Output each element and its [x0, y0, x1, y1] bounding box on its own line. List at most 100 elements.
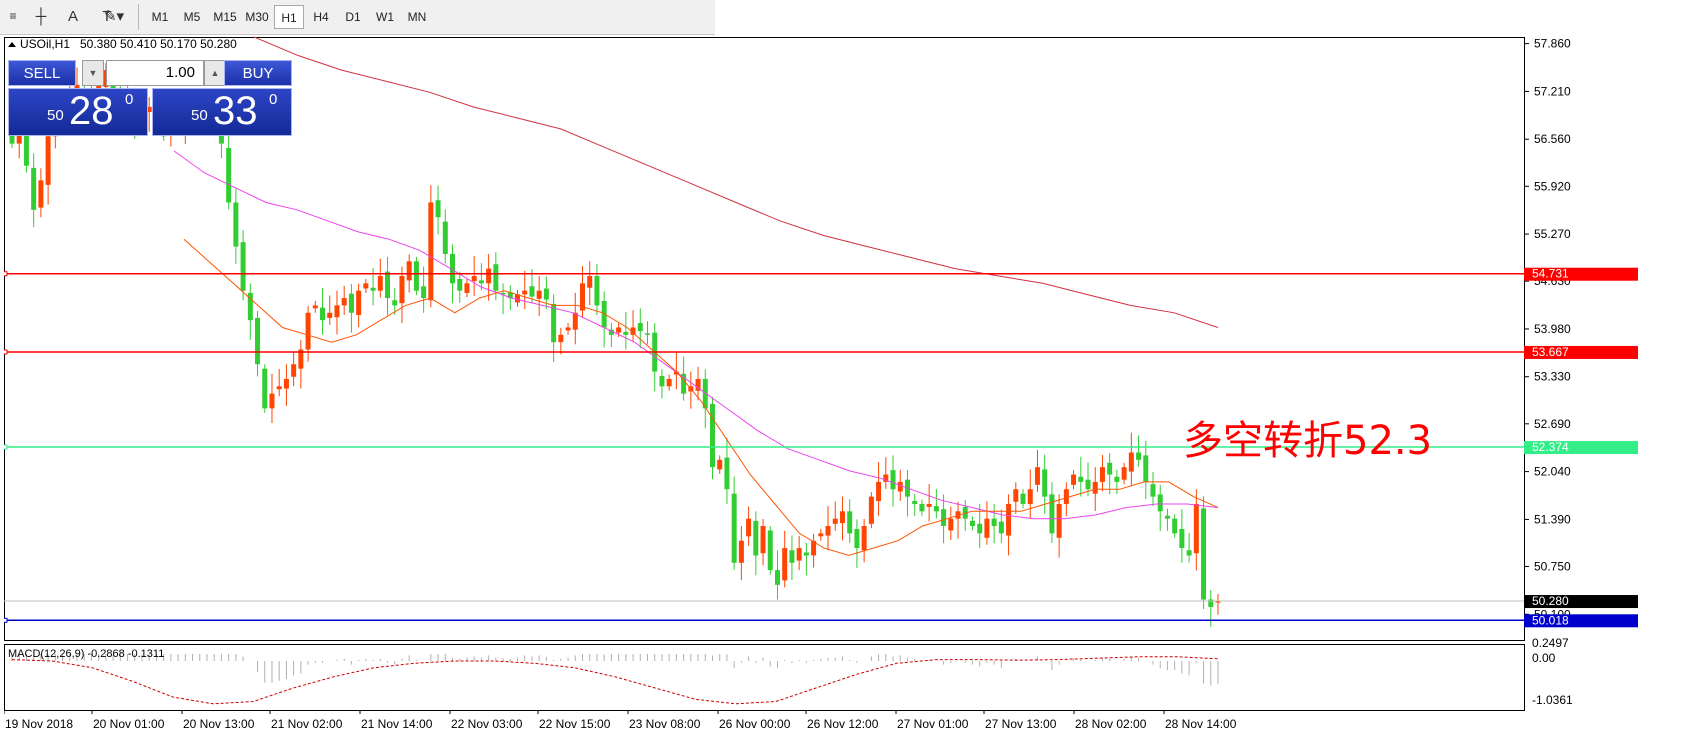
timeframe-button-m1[interactable]: M1: [151, 10, 169, 24]
macd-scale-label: 0.00: [1532, 651, 1556, 665]
timeframe-button-h4[interactable]: H4: [313, 10, 329, 24]
candle-body: [1186, 550, 1192, 556]
buy-price-button[interactable]: 50 33 0: [152, 88, 292, 136]
toolbar-grip-icon: ≡: [9, 9, 17, 23]
timeframe-button-m15[interactable]: M15: [213, 10, 237, 24]
price-tick-label: 50.750: [1534, 559, 1571, 573]
macd-scale-label: -1.0361: [1532, 693, 1573, 707]
candle-body: [796, 548, 802, 561]
price-level-tag-label: 53.667: [1532, 345, 1569, 359]
candle-body: [240, 242, 246, 291]
price-tick-label: 52.690: [1534, 417, 1571, 431]
candle-body: [500, 292, 506, 295]
timeframe-button-d1[interactable]: D1: [345, 10, 361, 24]
candle-body: [1063, 489, 1069, 504]
candle-body: [1164, 515, 1170, 519]
candle-body: [637, 323, 643, 332]
candle-body: [1208, 599, 1214, 607]
candle-body: [1150, 484, 1156, 497]
price-tick-label: 52.040: [1534, 465, 1571, 479]
candle-body: [543, 288, 549, 300]
volume-input[interactable]: 1.00: [106, 60, 204, 86]
candle-body: [1071, 474, 1077, 485]
time-tick-label: 27 Nov 13:00: [985, 717, 1057, 731]
chart-svg: 57.86057.21056.56055.92055.27054.63053.9…: [4, 36, 1638, 731]
buy-button[interactable]: BUY: [224, 60, 292, 86]
candle-body: [1027, 489, 1033, 504]
one-click-trade-panel: SELL ▼ 1.00 ▲ BUY 50 28 0 50 33 0: [8, 60, 292, 136]
candle-body: [551, 303, 557, 343]
candle-body: [464, 283, 470, 293]
candle-body: [450, 253, 456, 284]
time-tick-label: 19 Nov 2018: [5, 717, 73, 731]
price-level-handle: [4, 617, 8, 623]
candle-body: [305, 312, 311, 350]
chart-annotation: 多空转折52.3: [1183, 418, 1433, 464]
candle-body: [847, 511, 853, 534]
candle-body: [753, 520, 759, 556]
candle-body: [298, 349, 304, 369]
text-label-icon[interactable]: T: [102, 7, 112, 25]
candle-body: [1099, 467, 1105, 482]
timeframe-button-m5[interactable]: M5: [183, 10, 201, 24]
candle-body: [818, 533, 824, 537]
candle-body: [919, 503, 925, 512]
candle-body: [746, 518, 752, 537]
crosshair-icon[interactable]: ┼: [35, 7, 47, 25]
shapes-dropdown-icon[interactable]: ✎▾: [103, 8, 125, 25]
text-tool-icon[interactable]: A: [67, 7, 78, 25]
toolbar: ≡ ┼ A T ✎▾ M1 M5 M15 M30 H1 H4 D1 W1 MN: [0, 0, 715, 35]
candle-body: [515, 294, 521, 303]
candle-body: [782, 548, 788, 581]
price-tick-label: 53.980: [1534, 322, 1571, 336]
volume-increase-button[interactable]: ▲: [204, 60, 226, 86]
candle-body: [941, 509, 947, 527]
volume-decrease-button[interactable]: ▼: [82, 60, 104, 86]
timeframe-button-h1[interactable]: H1: [274, 5, 304, 29]
candle-body: [969, 520, 975, 527]
candle-body: [1107, 462, 1113, 475]
candle-body: [876, 481, 882, 502]
timeframe-button-mn[interactable]: MN: [407, 10, 427, 24]
candle-body: [478, 280, 484, 284]
sell-price-button[interactable]: 50 28 0: [8, 88, 148, 136]
candle-body: [644, 333, 650, 335]
candles: [9, 63, 1221, 627]
candle-body: [348, 293, 354, 313]
candle-body: [933, 506, 939, 512]
price-level-tag-label: 50.018: [1532, 613, 1569, 627]
candle-body: [399, 275, 405, 304]
candle-body: [1201, 508, 1207, 600]
price-tick-label: 53.330: [1534, 370, 1571, 384]
candle-body: [558, 334, 564, 343]
chart-ohlc: 50.380 50.410 50.170 50.280: [80, 37, 237, 51]
price-level-tag: [1524, 267, 1638, 281]
time-tick-label: 26 Nov 00:00: [719, 717, 791, 731]
sell-button[interactable]: SELL: [8, 60, 76, 86]
time-tick-label: 20 Nov 01:00: [93, 717, 165, 731]
candle-body: [572, 312, 578, 330]
candle-body: [334, 305, 340, 318]
macd-signal-line: [11, 656, 1219, 705]
timeframe-button-w1[interactable]: W1: [376, 10, 394, 24]
candle-body: [897, 481, 903, 492]
candle-body: [616, 327, 622, 333]
candle-body: [507, 292, 513, 299]
candle-body: [608, 329, 614, 335]
buy-price-small: 50: [191, 107, 208, 124]
price-tick-label: 57.210: [1534, 84, 1571, 98]
candle-body: [666, 378, 672, 387]
candle-body: [283, 378, 289, 389]
candle-body: [630, 327, 636, 335]
candle-body: [760, 526, 766, 554]
candle-body: [31, 167, 37, 210]
candle-body: [977, 523, 983, 534]
candle-body: [738, 540, 744, 563]
sell-price-big: 28: [69, 89, 114, 133]
candle-body: [1136, 452, 1142, 460]
timeframe-button-m30[interactable]: M30: [245, 10, 269, 24]
candle-body: [832, 518, 838, 524]
candle-body: [406, 261, 412, 281]
price-level-tag-label: 54.731: [1532, 267, 1569, 281]
price-axis: 57.86057.21056.56055.92055.27054.63053.9…: [1524, 37, 1571, 621]
